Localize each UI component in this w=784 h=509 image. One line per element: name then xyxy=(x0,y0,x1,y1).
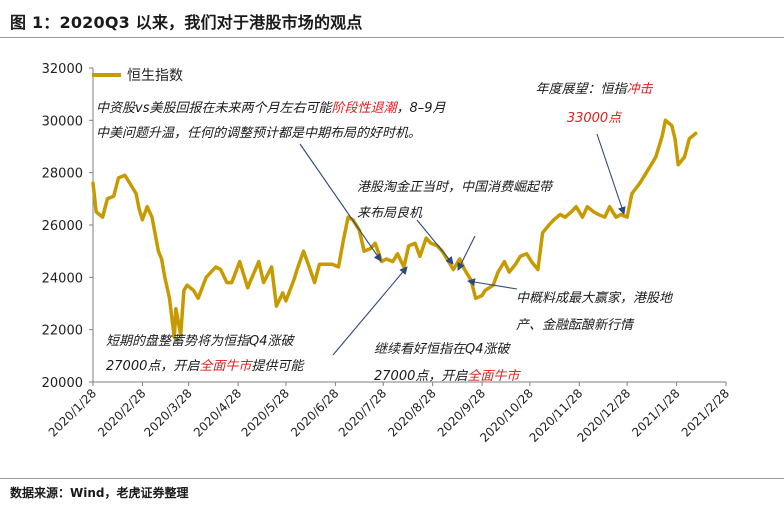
y-tick-label: 26000 xyxy=(42,219,83,234)
x-tick-label: 2020/7/28 xyxy=(336,386,389,439)
annotation-arrows xyxy=(299,133,626,356)
annotation-highlight: 冲击 xyxy=(627,82,654,97)
annotation-arrow xyxy=(467,278,518,290)
y-tick-label: 30000 xyxy=(42,114,83,129)
annotation-year-line2: 33000点 xyxy=(567,111,623,126)
annotation-highlight: 33000点 xyxy=(567,111,623,126)
annotation-top-left-line1: 中资股vs美股回报在未来两个月左右可能阶段性退潮，8–9月 xyxy=(96,101,447,116)
title-divider xyxy=(0,37,784,38)
annotation-segment: 27000点，开启 xyxy=(106,359,200,374)
annotation-year-line1: 年度展望：恒指冲击 xyxy=(535,82,653,97)
annotation-middle-line2: 来布局良机 xyxy=(357,205,423,221)
annotation-right-mid-line2: 产、金融酝酿新行情 xyxy=(516,317,635,333)
x-tick-label: 2020/1/28 xyxy=(46,386,99,439)
annotation-segment: 中资股vs美股回报在未来两个月左右可能 xyxy=(96,101,333,116)
chart-legend: 恒生指数 xyxy=(92,68,183,84)
annotation-arrow xyxy=(299,143,382,262)
chart-plot-area xyxy=(91,118,698,340)
annotation-bottom-mid-line1: 继续看好恒指在Q4涨破 xyxy=(374,342,512,357)
page-title: 图 1：2020Q3 以来，我们对于港股市场的观点 xyxy=(10,13,363,32)
x-tick-label: 2021/2/28 xyxy=(679,386,732,439)
legend-label: 恒生指数 xyxy=(127,68,183,84)
annotation-arrow xyxy=(457,235,476,271)
annotation-segment: 27000点，开启 xyxy=(374,369,468,384)
x-tick-label: 2020/5/28 xyxy=(239,386,292,439)
annotation-segment: ，8–9月 xyxy=(396,101,446,116)
series-line-hang-seng xyxy=(91,118,698,340)
annotation-segment: 年度展望：恒指 xyxy=(535,82,628,97)
source-divider xyxy=(0,478,784,479)
annotation-arrow xyxy=(416,219,454,265)
x-tick-label: 2020/4/28 xyxy=(191,386,244,439)
annotation-highlight: 全面牛市 xyxy=(467,368,521,384)
x-tick-label: 2020/8/28 xyxy=(385,386,438,439)
annotation-segment: 港股淘金正当时，中国消费崛起带 xyxy=(357,179,554,195)
x-tick-label: 2021/1/28 xyxy=(629,386,682,439)
annotation-segment: 短期的盘整蓄势将为恒指Q4涨破 xyxy=(106,333,296,349)
data-source-note: 数据来源：Wind，老虎证券整理 xyxy=(10,486,189,500)
chart-axes: 20000 22000 24000 26000 28000 30000 32000 2020/… xyxy=(42,62,732,445)
annotation-highlight: 阶段性退潮 xyxy=(331,101,398,116)
annotation-segment: 来布局良机 xyxy=(357,205,423,221)
y-tick-label: 20000 xyxy=(42,376,83,391)
x-tick-label: 2020/2/28 xyxy=(95,386,148,439)
annotation-segment: 产、金融酝酿新行情 xyxy=(516,317,635,333)
annotation-bottom-mid-line2: 27000点，开启全面牛市 xyxy=(374,368,521,384)
annotation-segment: 中概料成最大赢家，港股地 xyxy=(516,290,674,306)
annotation-segment: 中美问题升温，任何的调整预计都是中期布局的好时机。 xyxy=(96,126,421,141)
annotation-right-mid-line1: 中概料成最大赢家，港股地 xyxy=(516,290,674,306)
x-tick-label: 2020/3/28 xyxy=(141,386,194,439)
annotation-bottom-left-line2: 27000点，开启全面牛市提供可能 xyxy=(106,358,305,374)
annotation-segment: 提供可能 xyxy=(251,359,305,374)
y-tick-label: 32000 xyxy=(42,62,83,77)
annotation-top-left-line2: 中美问题升温，任何的调整预计都是中期布局的好时机。 xyxy=(96,126,421,141)
annotation-arrow xyxy=(332,266,408,356)
y-tick-label: 28000 xyxy=(42,167,83,182)
annotation-middle-line1: 港股淘金正当时，中国消费崛起带 xyxy=(357,179,554,195)
y-tick-label: 22000 xyxy=(42,324,83,339)
annotation-bottom-left-line1: 短期的盘整蓄势将为恒指Q4涨破 xyxy=(106,333,296,349)
chart-annotations: 中资股vs美股回报在未来两个月左右可能阶段性退潮，8–9月中美问题升温，任何的调… xyxy=(96,82,674,384)
annotation-segment: 继续看好恒指在Q4涨破 xyxy=(374,342,512,357)
annotation-highlight: 全面牛市 xyxy=(199,358,253,374)
y-tick-label: 24000 xyxy=(42,271,83,286)
hang-seng-line-chart: 20000 22000 24000 26000 28000 30000 32000 2020/… xyxy=(42,62,732,445)
annotation-arrow xyxy=(596,133,626,215)
x-tick-label: 2020/6/28 xyxy=(288,386,341,439)
